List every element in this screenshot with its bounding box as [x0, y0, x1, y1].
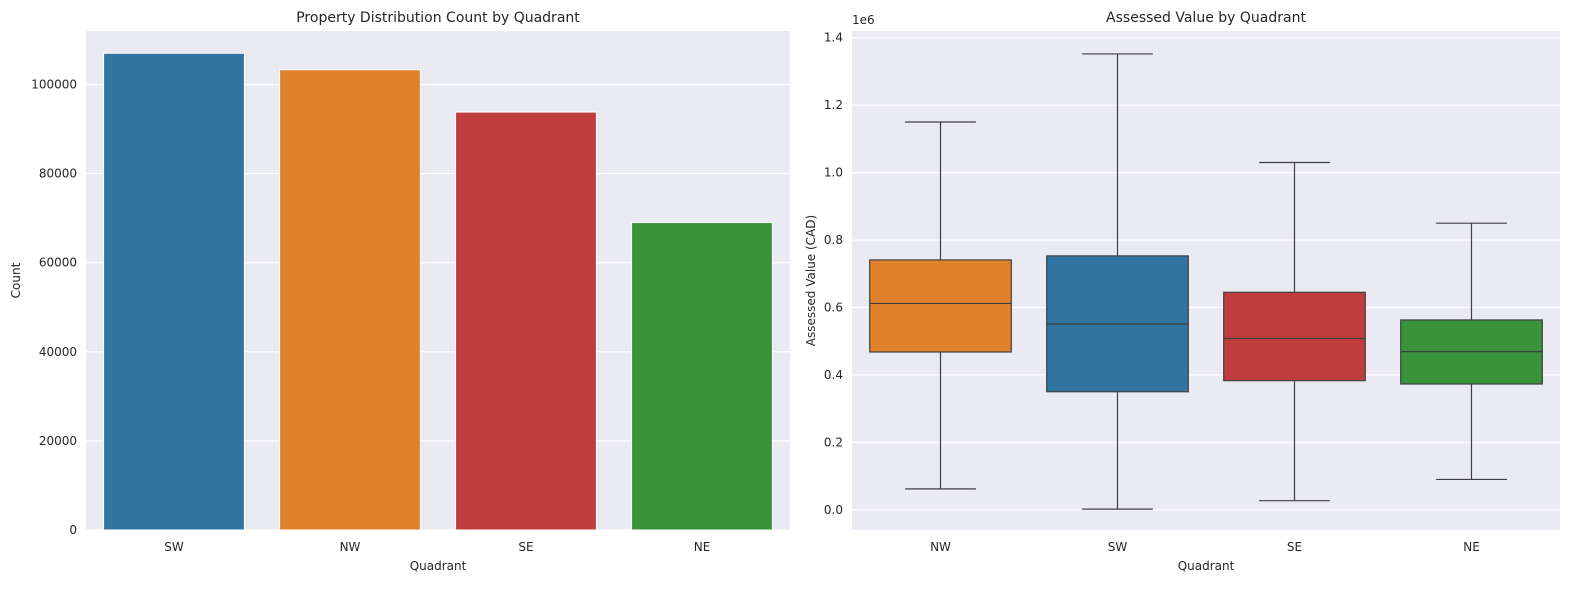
bar-chart-x-ticks: SW NW SE NE: [164, 540, 710, 554]
bar-nw: [279, 69, 421, 531]
box-plot-x-tick-label: SW: [1108, 540, 1128, 554]
bar-chart-y-tick-label: 20000: [39, 434, 77, 448]
bar-se: [455, 111, 597, 531]
bar-chart-x-tick-label: NE: [694, 540, 711, 554]
bar-ne: [631, 222, 773, 531]
bar-sw: [103, 52, 245, 531]
bar-chart-x-tick-label: NW: [340, 540, 361, 554]
bar-chart-y-tick-label: 60000: [39, 256, 77, 270]
box-plot-y-tick-label: 0.8: [824, 233, 843, 247]
box-plot-y-tick-label: 0.0: [824, 503, 843, 517]
box-plot-boxes: [869, 53, 1543, 510]
bar-chart-x-tick-label: SW: [164, 540, 184, 554]
box-plot-y-tick-label: 0.6: [824, 300, 843, 314]
box-plot-y-tick-label: 1.4: [824, 31, 843, 45]
box-plot-x-tick-label: NW: [930, 540, 951, 554]
box-iqr: [1223, 291, 1366, 382]
box-plot-x-tick-label: NE: [1463, 540, 1480, 554]
box-plot-title: Assessed Value by Quadrant: [1106, 10, 1306, 26]
box-plot-x-axis-label: Quadrant: [1178, 559, 1235, 573]
bar-chart-bars: [103, 52, 773, 531]
bar-chart-y-axis-label: Count: [9, 262, 23, 298]
box-sw: [1046, 53, 1189, 510]
box-plot-y-tick-label: 0.4: [824, 368, 843, 382]
box-plot-y-axis-label: Assessed Value (CAD): [804, 215, 818, 346]
box-se: [1223, 161, 1366, 502]
bar-chart-y-tick-label: 80000: [39, 167, 77, 181]
bar-chart-count-by-quadrant: 0 20000 40000 60000 80000 100000 SW NW SE NE Pro…: [9, 10, 790, 573]
box-plot-y-tick-label: 1.0: [824, 166, 843, 180]
bar-chart-title: Property Distribution Count by Quadrant: [296, 10, 580, 26]
box-plot-y-offset-label: 1e6: [852, 13, 875, 27]
box-plot-y-tick-label: 1.2: [824, 98, 843, 112]
box-ne: [1400, 222, 1543, 481]
bar-chart-x-axis-label: Quadrant: [410, 559, 467, 573]
box-nw: [869, 121, 1012, 490]
box-plot-y-tick-label: 0.2: [824, 435, 843, 449]
bar-chart-x-tick-label: SE: [518, 540, 533, 554]
bar-chart-y-tick-label: 40000: [39, 345, 77, 359]
box-plot-x-ticks: NW SW SE NE: [930, 540, 1480, 554]
box-plot-assessed-value: 0.0 0.2 0.4 0.6 0.8 1.0 1.2 1.4 NW SW SE NE Assess…: [804, 10, 1560, 573]
box-iqr: [869, 259, 1012, 353]
box-plot-y-ticks: 0.0 0.2 0.4 0.6 0.8 1.0 1.2 1.4: [824, 31, 843, 517]
bar-chart-y-tick-label: 0: [69, 523, 77, 537]
bar-chart-y-ticks: 0 20000 40000 60000 80000 100000: [31, 77, 77, 537]
bar-chart-y-tick-label: 100000: [31, 77, 77, 91]
box-plot-x-tick-label: SE: [1287, 540, 1302, 554]
